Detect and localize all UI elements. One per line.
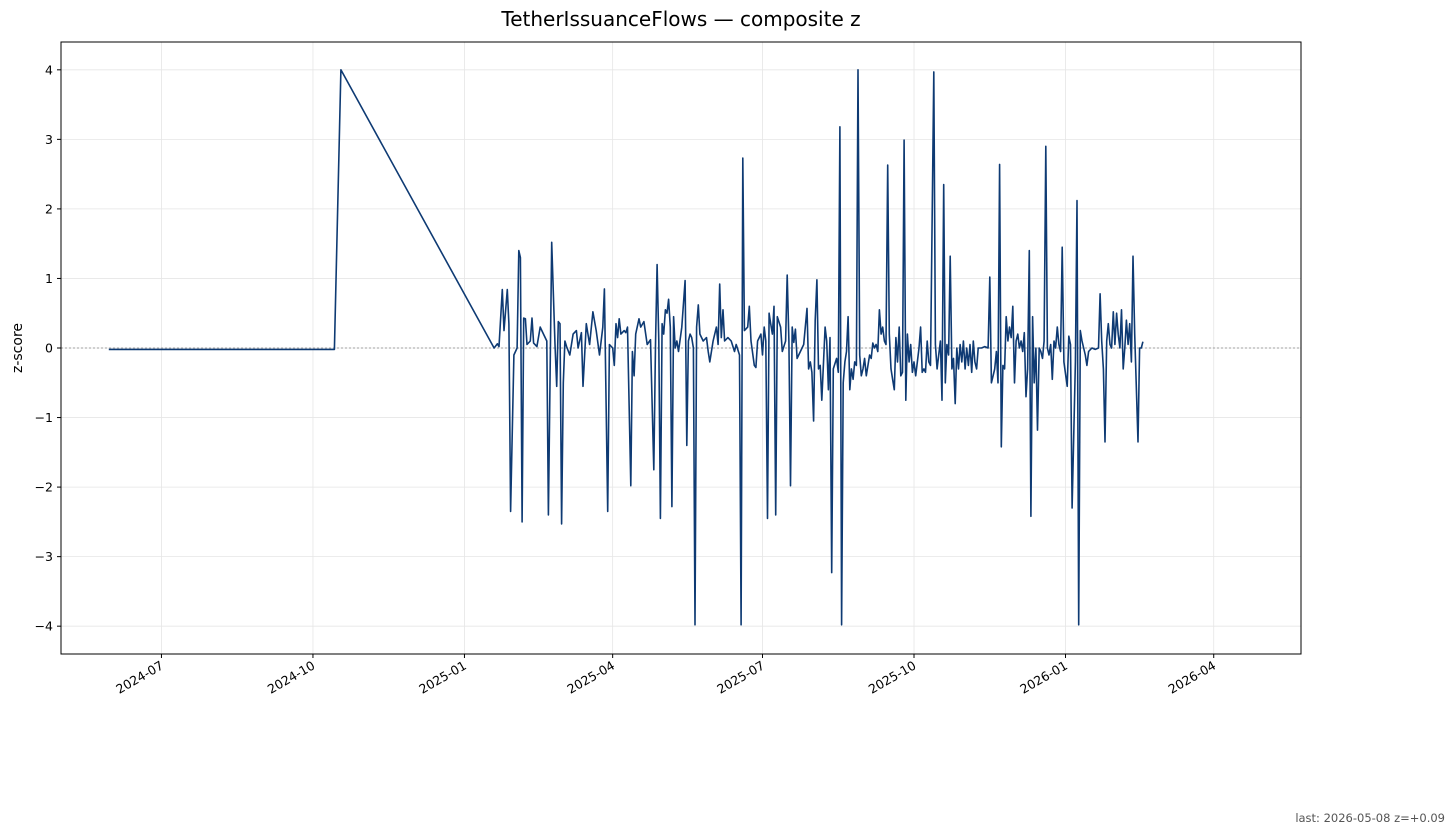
y-tick-label: 1 xyxy=(45,271,53,286)
last-value-note: last: 2026-05-08 z=+0.09 xyxy=(1295,811,1445,825)
y-tick-label: 0 xyxy=(45,341,53,356)
x-tick-label: 2025-07 xyxy=(714,658,767,697)
y-tick-label: 4 xyxy=(45,62,53,77)
y-tick-label: −3 xyxy=(35,549,53,564)
y-axis-ticks: −4 −3 −2 −1 0 1 2 3 4 xyxy=(35,62,61,634)
chart-title: TetherIssuanceFlows — composite z xyxy=(500,7,860,31)
plot-frame xyxy=(60,41,1302,655)
y-tick-label: −1 xyxy=(35,410,53,425)
x-tick-label: 2024-07 xyxy=(113,658,166,697)
x-tick-label: 2025-04 xyxy=(564,658,617,697)
y-tick-label: 3 xyxy=(45,132,53,147)
x-tick-label: 2025-10 xyxy=(866,658,919,697)
x-tick-label: 2024-10 xyxy=(265,658,318,697)
y-tick-label: −2 xyxy=(35,480,53,495)
x-tick-label: 2025-01 xyxy=(416,658,469,697)
y-tick-label: 2 xyxy=(45,201,53,216)
x-tick-label: 2026-04 xyxy=(1165,658,1218,697)
y-axis-label: z-score xyxy=(10,323,26,373)
x-tick-label: 2026-01 xyxy=(1017,658,1070,697)
y-tick-label: −4 xyxy=(35,619,53,634)
x-axis-ticks: 2024-07 2024-10 2025-01 2025-04 2025-07 2025-… xyxy=(113,654,1218,697)
series-line xyxy=(108,69,1144,626)
